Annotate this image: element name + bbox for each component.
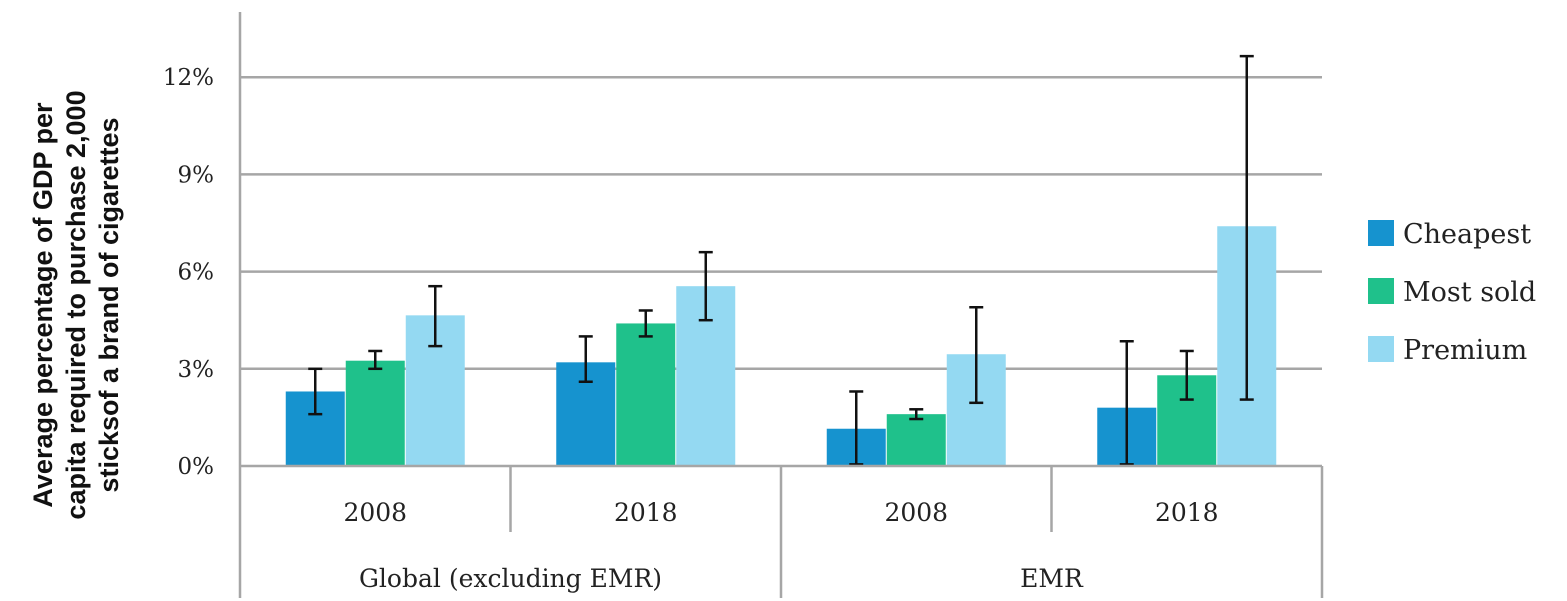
y-axis-label-line-2: capita required to purchase 2,000 — [61, 90, 91, 519]
y-tick-label: 6% — [178, 260, 215, 286]
bar-most-sold — [886, 414, 946, 466]
x-tick-label: 2018 — [614, 498, 678, 527]
x-tick-label: 2008 — [884, 498, 948, 527]
y-tick-label: 9% — [178, 162, 215, 188]
bar-most-sold — [345, 360, 405, 466]
error-bars — [308, 54, 1254, 466]
legend-label: Cheapest — [1403, 219, 1531, 250]
legend-label: Most sold — [1403, 277, 1536, 308]
y-tick-label: 3% — [178, 357, 215, 383]
axes — [238, 12, 1324, 598]
x-tick-label: 2018 — [1155, 498, 1219, 527]
y-axis-label: Average percentage of GDP per capita req… — [28, 90, 124, 519]
legend-swatch — [1368, 336, 1394, 362]
y-axis-label-line-3: sticksof a brand of cigarettes — [94, 117, 124, 492]
gridlines — [240, 75, 1322, 371]
x-group-label: Global (excluding EMR) — [359, 564, 662, 593]
x-axis-labels: 2008 2018 2008 2018 Global (excluding EMR) EM… — [343, 498, 1218, 593]
legend: Cheapest Most sold Premium — [1368, 219, 1536, 366]
legend-swatch — [1368, 278, 1394, 304]
legend-swatch — [1368, 220, 1394, 246]
legend-label: Premium — [1403, 335, 1527, 366]
x-group-label: EMR — [1020, 564, 1084, 593]
x-tick-label: 2008 — [343, 498, 407, 527]
y-tick-label: 0% — [178, 454, 215, 480]
y-axis-ticks: 0% 3% 6% 9% 12% — [163, 65, 214, 480]
y-tick-label: 12% — [163, 65, 214, 91]
bar-most-sold — [616, 323, 676, 466]
y-axis-label-line-1: Average percentage of GDP per — [28, 102, 58, 508]
